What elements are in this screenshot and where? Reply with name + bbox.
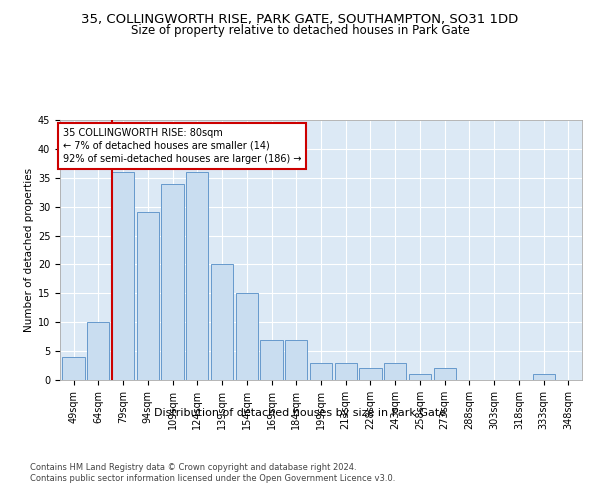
Y-axis label: Number of detached properties: Number of detached properties [23,168,34,332]
Bar [285,340,307,380]
Bar [260,340,283,380]
Bar [434,368,456,380]
Bar [211,264,233,380]
Bar [533,374,555,380]
Bar [161,184,184,380]
Bar [409,374,431,380]
Bar [359,368,382,380]
Text: 35, COLLINGWORTH RISE, PARK GATE, SOUTHAMPTON, SO31 1DD: 35, COLLINGWORTH RISE, PARK GATE, SOUTHA… [82,12,518,26]
Text: Contains HM Land Registry data © Crown copyright and database right 2024.: Contains HM Land Registry data © Crown c… [30,462,356,471]
Bar [112,172,134,380]
Bar [137,212,159,380]
Text: 35 COLLINGWORTH RISE: 80sqm
← 7% of detached houses are smaller (14)
92% of semi: 35 COLLINGWORTH RISE: 80sqm ← 7% of deta… [62,128,301,164]
Bar [335,362,357,380]
Bar [384,362,406,380]
Bar [310,362,332,380]
Text: Size of property relative to detached houses in Park Gate: Size of property relative to detached ho… [131,24,469,37]
Bar [186,172,208,380]
Bar [62,357,85,380]
Text: Contains public sector information licensed under the Open Government Licence v3: Contains public sector information licen… [30,474,395,483]
Bar [236,294,258,380]
Bar [87,322,109,380]
Text: Distribution of detached houses by size in Park Gate: Distribution of detached houses by size … [154,408,446,418]
